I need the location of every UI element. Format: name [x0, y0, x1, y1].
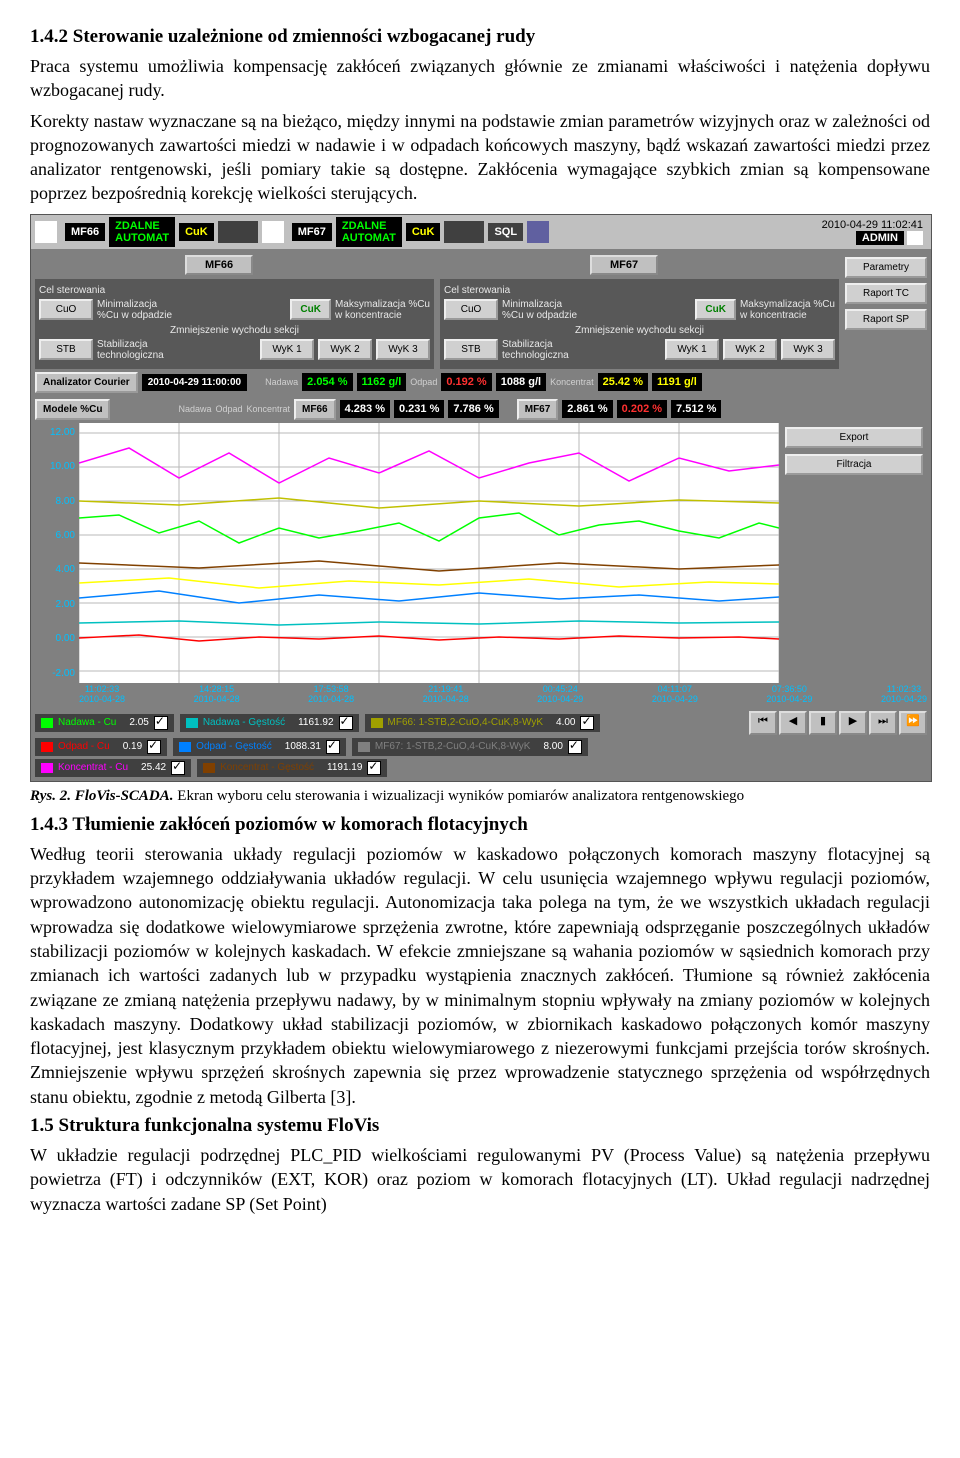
legend-checkbox[interactable] [147, 740, 161, 754]
legend-checkbox[interactable] [367, 761, 381, 775]
cuk-button[interactable]: CuK [290, 299, 331, 320]
cuk-desc: Maksymalizacja %Cuw koncentracie [335, 299, 430, 321]
konc-cu-value: 25.42 % [598, 373, 648, 391]
para-2: Korekty nastaw wyznaczane są na bieżąco,… [30, 109, 930, 206]
nav-button[interactable]: ▮ [809, 711, 837, 735]
modele-row: Modele %Cu Nadawa Odpad Koncentrat MF66 … [31, 396, 931, 423]
heading-142: 1.4.2 Sterowanie uzależnione od zmiennoś… [30, 26, 930, 48]
legend-checkbox[interactable] [326, 740, 340, 754]
mf66-btn2[interactable]: MF66 [294, 399, 336, 420]
mf66-v3: 7.786 % [448, 400, 498, 418]
wyk2-button2[interactable]: WyK 2 [723, 339, 777, 360]
logo2-icon [262, 221, 284, 243]
mf66-label[interactable]: MF66 [65, 223, 105, 241]
nav-button[interactable]: ⏮ [749, 711, 777, 735]
cuk-desc2: Maksymalizacja %Cuw koncentracie [740, 299, 835, 321]
raport-sp-button[interactable]: Raport SP [845, 309, 927, 330]
mf67-panel-button[interactable]: MF67 [590, 255, 658, 275]
stb-button[interactable]: STB [39, 339, 93, 360]
mf66-v2: 0.231 % [394, 400, 444, 418]
nav-button[interactable]: ◀ [779, 711, 807, 735]
logo-icon [35, 221, 57, 243]
stb-button2[interactable]: STB [444, 339, 498, 360]
mf67-btn2[interactable]: MF67 [517, 399, 559, 420]
mf66-v1: 4.283 % [340, 400, 390, 418]
odpad-cu-value: 0.192 % [441, 373, 491, 391]
legend: Nadawa - Cu2.05Nadawa - Gęstość1161.92MF… [31, 707, 931, 781]
legend-checkbox[interactable] [580, 716, 594, 730]
parametry-button[interactable]: Parametry [845, 257, 927, 278]
cuo-button2[interactable]: CuO [444, 299, 498, 320]
mf67-v2: 0.202 % [617, 400, 667, 418]
cuk-button2[interactable]: CuK [695, 299, 736, 320]
y-axis: 12.0010.008.006.004.002.000.00-2.00 [35, 423, 79, 683]
mf67-v3: 7.512 % [671, 400, 721, 418]
n2: Nadawa [178, 404, 211, 414]
nadawa-label: Nadawa [265, 377, 298, 387]
panel-mf67: MF67 Cel sterowania CuO Minimalizacja%Cu… [440, 255, 839, 369]
right-button-column: Parametry Raport TC Raport SP [845, 255, 927, 330]
heading-143: 1.4.3 Tłumienie zakłóceń poziomów w komo… [30, 814, 930, 836]
scada-screenshot: MF66 ZDALNEAUTOMAT CuK MF67 ZDALNEAUTOMA… [30, 214, 932, 782]
mf67-mode: ZDALNEAUTOMAT [336, 217, 402, 247]
cuo-desc2: Minimalizacja%Cu w odpadzie [502, 299, 577, 321]
nav-button[interactable]: ▶ [839, 711, 867, 735]
mf66-mode: ZDALNEAUTOMAT [109, 217, 175, 247]
para-3: Według teorii sterowania układy regulacj… [30, 842, 930, 1109]
raport-tc-button[interactable]: Raport TC [845, 283, 927, 304]
figure-caption: Rys. 2. FloVis-SCADA. Ekran wyboru celu … [30, 786, 930, 806]
stb-desc2: Stabilizacjatechnologiczna [502, 339, 569, 361]
legend-checkbox[interactable] [154, 716, 168, 730]
wyk3-button2[interactable]: WyK 3 [781, 339, 835, 360]
para-1: Praca systemu umożliwia kompensację zakł… [30, 54, 930, 103]
odpad-g-value: 1088 g/l [496, 373, 546, 391]
wyk1-button2[interactable]: WyK 1 [665, 339, 719, 360]
sql-label[interactable]: SQL [488, 223, 523, 241]
legend-checkbox[interactable] [171, 761, 185, 775]
time-value: 2010-04-29 11:00:00 [142, 374, 247, 391]
nadawa-g-value: 1162 g/l [357, 373, 407, 391]
chart-area: 12.0010.008.006.004.002.000.00-2.00 Expo… [31, 423, 931, 683]
nav-button[interactable]: ⏭ [869, 711, 897, 735]
wyk1-button[interactable]: WyK 1 [260, 339, 314, 360]
mf66-panel-button[interactable]: MF66 [185, 255, 253, 275]
mf67-v1: 2.861 % [562, 400, 612, 418]
legend-checkbox[interactable] [568, 740, 582, 754]
db-icon [527, 221, 549, 243]
wyk2-button[interactable]: WyK 2 [318, 339, 372, 360]
konc-label: Koncentrat [550, 377, 594, 387]
wyk3-button[interactable]: WyK 3 [376, 339, 430, 360]
analizator-row: Analizator Courier 2010-04-29 11:00:00 N… [31, 369, 931, 396]
cel-label: Cel sterowania [39, 285, 430, 296]
analizator-button[interactable]: Analizator Courier [35, 372, 138, 393]
k2: Koncentrat [247, 404, 291, 414]
datetime: 2010-04-29 11:02:41 ADMIN [822, 219, 927, 245]
trend-chart[interactable] [79, 423, 779, 683]
zmn-label2: Zmniejszenie wychodu sekcji [444, 325, 835, 336]
cuo-desc: Minimalizacja%Cu w odpadzie [97, 299, 172, 321]
para-4: W układzie regulacji podrzędnej PLC_PID … [30, 1143, 930, 1216]
cuo-button[interactable]: CuO [39, 299, 93, 320]
panel-mf66: MF66 Cel sterowania CuO Minimalizacja%Cu… [35, 255, 434, 369]
modele-button[interactable]: Modele %Cu [35, 399, 110, 420]
cuk2-label: CuK [406, 223, 441, 241]
x-axis: 11:02:332010-04-2814:28:152010-04-2817:5… [31, 683, 931, 707]
cuk1-label: CuK [179, 223, 214, 241]
heading-15: 1.5 Struktura funkcjonalna systemu FloVi… [30, 1115, 930, 1137]
mf67-label[interactable]: MF67 [292, 223, 332, 241]
export-button[interactable]: Export [785, 427, 923, 448]
filtracja-button[interactable]: Filtracja [785, 454, 923, 475]
nadawa-cu-value: 2.054 % [302, 373, 352, 391]
odpad-label: Odpad [410, 377, 437, 387]
stb-desc: Stabilizacjatechnologiczna [97, 339, 164, 361]
o2: Odpad [215, 404, 242, 414]
flag-icon [907, 231, 923, 245]
scada-topbar: MF66 ZDALNEAUTOMAT CuK MF67 ZDALNEAUTOMA… [31, 215, 931, 249]
konc-g-value: 1191 g/l [652, 373, 702, 391]
legend-checkbox[interactable] [339, 716, 353, 730]
cel-label2: Cel sterowania [444, 285, 835, 296]
zmn-label: Zmniejszenie wychodu sekcji [39, 325, 430, 336]
nav-button[interactable]: ⏩ [899, 711, 927, 735]
